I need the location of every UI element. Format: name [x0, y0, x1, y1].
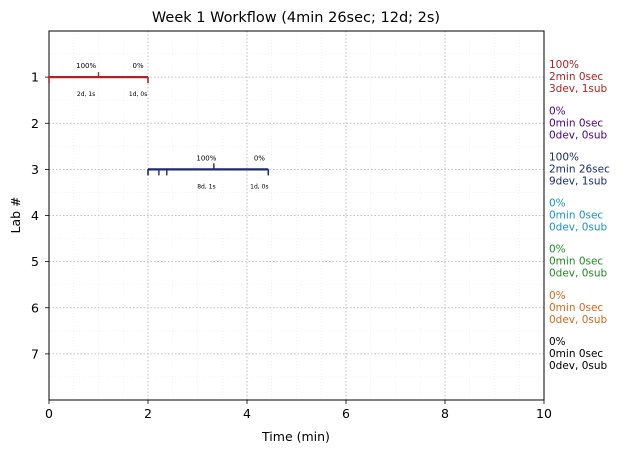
- y-tick-label: 4: [31, 208, 39, 223]
- side-annotation-line: 9dev, 1sub: [549, 175, 608, 187]
- x-tick-label: 10: [536, 406, 552, 421]
- side-annotation-line: 100%: [549, 151, 579, 163]
- side-annotation-line: 0%: [549, 198, 566, 210]
- x-tick-label: 8: [441, 406, 449, 421]
- x-tick-label: 0: [45, 406, 53, 421]
- segment-duration-label: 1d, 0s: [129, 91, 147, 98]
- side-annotation-line: 0min 0sec: [549, 302, 603, 314]
- side-annotation-line: 0%: [549, 244, 566, 256]
- side-annotation-line: 0dev, 0sub: [549, 268, 608, 280]
- x-tick-label: 4: [243, 406, 251, 421]
- y-tick-label: 2: [31, 116, 39, 131]
- side-annotation-line: 0min 0sec: [549, 256, 603, 268]
- side-annotation-line: 0min 0sec: [549, 117, 603, 129]
- side-annotation-line: 3dev, 1sub: [549, 83, 608, 95]
- segment-duration-label: 1d, 0s: [250, 183, 268, 190]
- x-tick-label: 2: [144, 406, 152, 421]
- segment-percent-label: 100%: [76, 62, 96, 70]
- segment-percent-label: 100%: [196, 154, 216, 162]
- side-annotation-line: 0%: [549, 290, 566, 302]
- x-axis-ticks: 0 2 4 6 8 10: [45, 400, 552, 421]
- side-annotation-line: 2min 0sec: [549, 71, 603, 83]
- x-tick-label: 6: [342, 406, 350, 421]
- x-axis-label: Time (min): [261, 429, 330, 444]
- side-annotation-line: 0dev, 0sub: [549, 314, 608, 326]
- y-tick-label: 5: [31, 254, 39, 269]
- y-tick-label: 1: [31, 70, 39, 85]
- segment-duration-label: 2d, 1s: [77, 91, 95, 98]
- side-annotation-line: 0dev, 0sub: [549, 360, 608, 372]
- side-annotation-line: 0min 0sec: [549, 348, 603, 360]
- side-annotation-line: 0dev, 0sub: [549, 222, 608, 234]
- side-annotation-line: 100%: [549, 59, 579, 71]
- segment-duration-label: 8d, 1s: [197, 183, 215, 190]
- segment-percent-label: 0%: [133, 62, 144, 70]
- chart-title: Week 1 Workflow (4min 26sec; 12d; 2s): [152, 10, 440, 26]
- side-annotation-line: 0dev, 0sub: [549, 129, 608, 141]
- y-tick-label: 7: [31, 346, 39, 361]
- major-grid: [49, 31, 544, 400]
- side-annotation-line: 2min 26sec: [549, 163, 610, 175]
- y-tick-label: 3: [31, 162, 39, 177]
- side-annotation-line: 0min 0sec: [549, 210, 603, 222]
- timeline-segments: 100% 2d, 1s 0% 1d, 0s 100% 8d, 1s 0% 1d, 0s: [48, 62, 270, 190]
- side-annotation-line: 0%: [549, 336, 566, 348]
- y-tick-label: 6: [31, 300, 39, 315]
- side-annotation-line: 0%: [549, 105, 566, 117]
- y-axis-ticks: 1 2 3 4 5 6 7: [31, 70, 49, 361]
- y-axis-label: Lab #: [8, 196, 23, 233]
- segment-percent-label: 0%: [254, 154, 265, 162]
